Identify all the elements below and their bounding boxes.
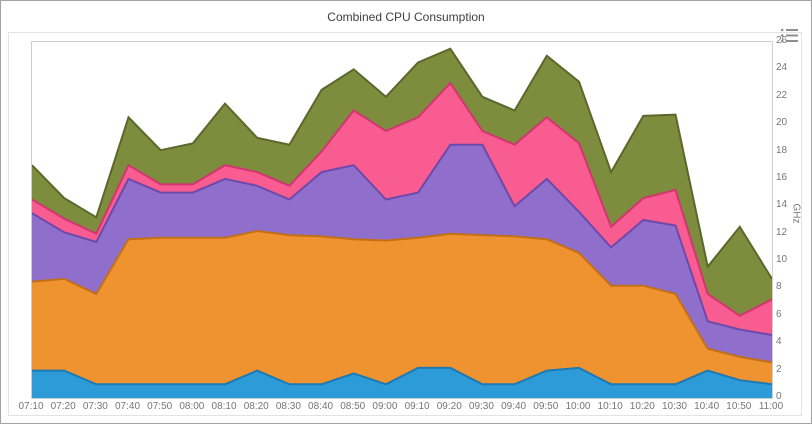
- area-series-blue[interactable]: [32, 367, 772, 398]
- edge-series-orange: [32, 229, 772, 364]
- edge-series-olive: [32, 47, 772, 280]
- chart-title: Combined CPU Consumption: [327, 10, 485, 24]
- stacked-area-plot[interactable]: [32, 42, 772, 398]
- area-series-orange[interactable]: [32, 231, 772, 398]
- y-axis-title: GHz: [790, 203, 802, 224]
- export-menu-icon: [780, 28, 798, 43]
- export-menu-button[interactable]: [780, 27, 800, 44]
- edge-series-pink: [32, 81, 772, 317]
- plot-area: [31, 41, 773, 399]
- edge-series-purple: [32, 143, 772, 336]
- edge-series-blue: [32, 366, 772, 386]
- chart-panel: [8, 32, 802, 416]
